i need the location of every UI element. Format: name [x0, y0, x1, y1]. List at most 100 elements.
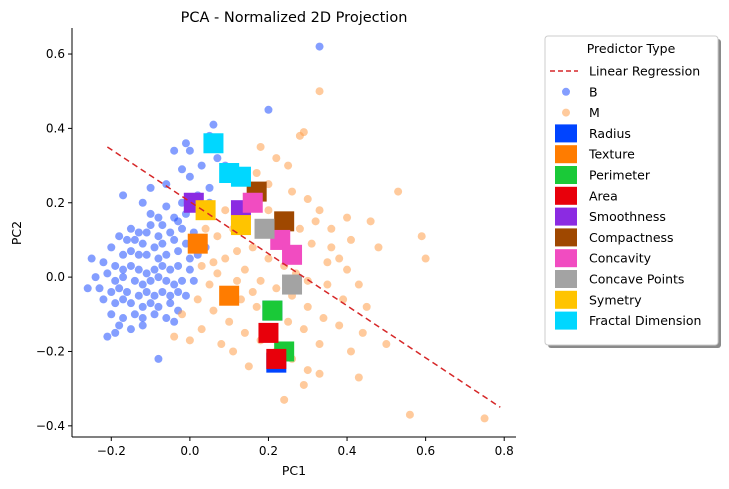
predictor-marker-area — [258, 322, 279, 343]
point-b — [138, 239, 147, 248]
point-b — [178, 165, 187, 174]
predictor-marker-texture — [187, 233, 208, 254]
point-b — [209, 120, 218, 129]
point-m — [240, 328, 249, 337]
point-b — [126, 224, 135, 233]
point-b — [111, 299, 120, 308]
legend-label-area: Area — [589, 188, 618, 203]
legend-label-m: M — [589, 105, 600, 120]
point-m — [288, 187, 297, 196]
point-m — [280, 395, 289, 404]
point-m — [272, 284, 281, 293]
point-b — [138, 198, 147, 207]
point-m — [346, 347, 355, 356]
point-b — [170, 146, 179, 155]
point-b — [166, 228, 175, 237]
point-b — [134, 265, 143, 274]
point-m — [229, 347, 238, 356]
legend-label-smoothness: Smoothness — [589, 209, 666, 224]
point-b — [119, 273, 128, 282]
x-tick-label: −0.2 — [97, 444, 126, 458]
point-b — [170, 235, 179, 244]
point-b — [154, 254, 163, 263]
point-m — [197, 325, 206, 334]
legend-box — [544, 35, 719, 346]
point-m — [382, 340, 391, 349]
point-b — [181, 139, 190, 148]
point-m — [339, 295, 348, 304]
legend-label-radius: Radius — [589, 126, 631, 141]
y-axis-label: PC2 — [9, 221, 24, 245]
point-m — [209, 306, 218, 315]
legend-label-perimeter: Perimeter — [589, 168, 651, 183]
point-b — [189, 276, 198, 285]
predictor-marker-texture — [219, 285, 240, 306]
chart-title: PCA - Normalized 2D Projection — [181, 10, 408, 26]
y-tick-label: −0.2 — [36, 344, 65, 358]
predictor-marker-perimeter — [262, 300, 283, 321]
point-m — [327, 224, 336, 233]
point-b — [126, 299, 135, 308]
point-m — [335, 254, 344, 263]
point-b — [178, 224, 187, 233]
x-axis-ticks: −0.2 0.0 0.2 0.4 0.6 0.8 — [97, 437, 514, 458]
point-m — [315, 87, 324, 96]
legend-swatch-concave-points — [555, 270, 577, 288]
point-b — [103, 269, 112, 278]
point-m — [295, 224, 304, 233]
point-b — [134, 291, 143, 300]
point-b — [142, 287, 151, 296]
legend-swatch-b — [562, 87, 570, 96]
x-tick-label: 0.8 — [495, 444, 514, 458]
x-tick-label: 0.2 — [259, 444, 278, 458]
point-m — [256, 276, 265, 285]
point-m — [170, 332, 179, 341]
predictor-marker-symetry — [230, 215, 251, 236]
point-m — [421, 254, 430, 263]
legend-label-fractal-dimension: Fractal Dimension — [589, 313, 701, 328]
point-b — [130, 276, 139, 285]
point-m — [327, 243, 336, 252]
point-b — [213, 154, 222, 163]
point-m — [197, 261, 206, 270]
point-m — [221, 254, 230, 263]
point-b — [115, 284, 124, 293]
point-m — [374, 243, 383, 252]
regression-line — [106, 146, 501, 408]
point-m — [240, 265, 249, 274]
point-b — [134, 228, 143, 237]
legend-swatch-perimeter — [555, 166, 577, 184]
point-m — [272, 154, 281, 163]
point-b — [119, 295, 128, 304]
point-b — [138, 321, 147, 330]
point-b — [138, 280, 147, 289]
point-m — [417, 232, 426, 241]
point-m — [335, 321, 344, 330]
point-m — [185, 336, 194, 345]
point-b — [150, 291, 159, 300]
point-b — [87, 254, 96, 263]
point-b — [111, 276, 120, 285]
legend-swatch-symetry — [555, 290, 577, 309]
point-b — [103, 332, 112, 341]
point-b — [174, 287, 183, 296]
point-m — [217, 340, 226, 349]
point-m — [303, 302, 312, 311]
point-m — [354, 280, 363, 289]
point-m — [264, 254, 273, 263]
legend-label-symetry: Symetry — [589, 292, 642, 307]
legend-swatch-smoothness — [555, 207, 577, 226]
point-b — [315, 42, 324, 51]
legend-label-texture: Texture — [588, 147, 635, 162]
point-b — [119, 191, 128, 200]
predictor-marker-symetry — [195, 200, 216, 221]
point-b — [91, 273, 100, 282]
point-b — [154, 354, 163, 363]
point-m — [303, 276, 312, 285]
legend: Predictor Type Linear Regression BM Radius… — [544, 35, 721, 348]
y-tick-label: 0.0 — [46, 270, 65, 284]
point-m — [252, 302, 261, 311]
point-b — [95, 284, 104, 293]
y-tick-label: −0.4 — [36, 419, 65, 433]
point-b — [150, 243, 159, 252]
